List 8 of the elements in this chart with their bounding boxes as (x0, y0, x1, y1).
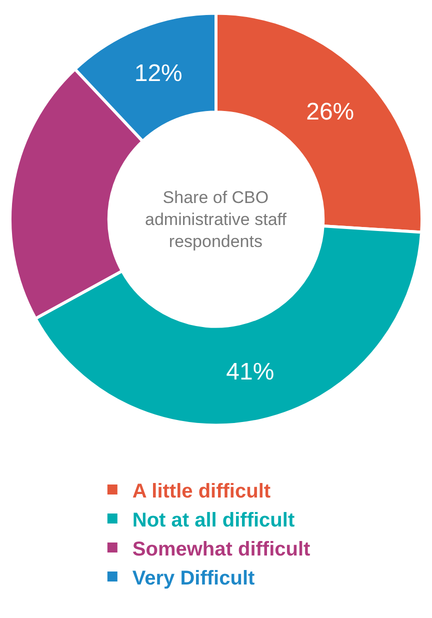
legend-label: Very Difficult (132, 567, 255, 590)
legend-label: A little difficult (132, 480, 271, 502)
legend-label: Not at all difficult (132, 509, 295, 532)
data-label: 12% (134, 60, 182, 88)
data-label: 26% (306, 98, 354, 126)
text: Share of CBO administrative staff respondents (145, 188, 287, 252)
data-label: 41% (226, 358, 274, 386)
legend-label: Somewhat difficult (132, 538, 311, 560)
